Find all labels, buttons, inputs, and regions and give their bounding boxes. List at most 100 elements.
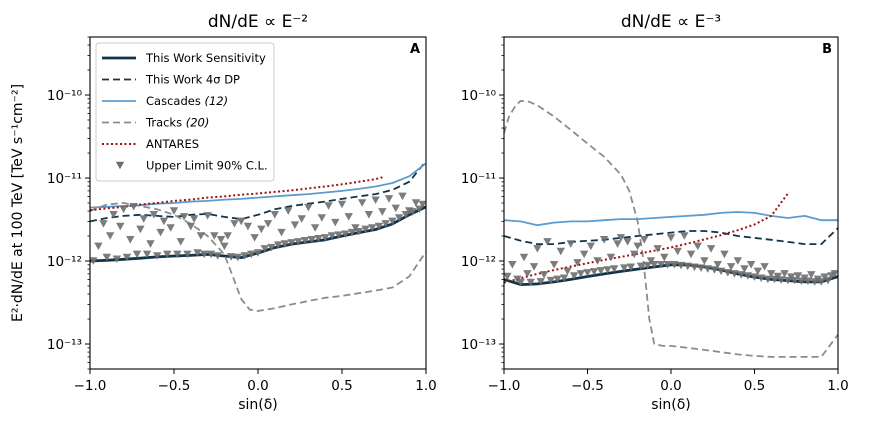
upper-limit-marker [760, 263, 769, 271]
upper-limit-marker [589, 268, 599, 276]
upper-limit-marker [411, 199, 421, 207]
upper-limit-marker [270, 211, 279, 219]
upper-limit-marker [736, 271, 746, 279]
upper-limit-marker [186, 222, 195, 231]
upper-limit-marker [636, 262, 646, 271]
upper-limit-marker [523, 270, 532, 278]
upper-limit-marker [347, 228, 357, 237]
upper-limit-marker [586, 242, 596, 251]
upper-limit-marker [415, 205, 424, 214]
plot-frame [503, 36, 839, 370]
upper-limit-marker [790, 276, 799, 285]
legend-label: Cascades (12) [146, 94, 228, 108]
upper-limit-marker [237, 217, 246, 226]
upper-limit-marker [331, 218, 340, 227]
y-tick-label: 10⁻¹¹ [461, 171, 496, 187]
upper-limit-marker [418, 200, 426, 209]
upper-limit-marker [553, 275, 562, 284]
x-tick-label: −1.0 [488, 378, 521, 394]
upper-limit-marker [559, 274, 569, 283]
upper-limit-marker [713, 261, 722, 269]
series-line-antares [504, 192, 789, 284]
upper-limit-marker [391, 204, 400, 213]
upper-limit-marker [267, 243, 276, 252]
upper-limit-marker [230, 220, 239, 228]
upper-limit-marker [290, 221, 300, 229]
upper-limit-marker [408, 208, 417, 216]
upper-limit-marker [549, 261, 559, 269]
panel-a: dN/dE ∝ E⁻² A −1.0 −0.5 0.0 0.5 1.0 sin(δ) 10⁻¹³… [47, 12, 437, 413]
upper-limit-marker [156, 228, 165, 237]
upper-limit-marker [566, 240, 575, 248]
legend-label-text: This Work Sensitivity [145, 51, 266, 65]
upper-limit-marker [374, 222, 384, 231]
upper-limit-marker [683, 262, 692, 271]
upper-limit-marker [710, 266, 719, 274]
upper-limit-marker [673, 247, 682, 256]
upper-limit-marker [314, 235, 323, 243]
upper-limit-marker [670, 261, 679, 269]
upper-limit-marker [686, 250, 696, 259]
upper-limit-marker [122, 253, 132, 262]
upper-limit-marker [663, 261, 672, 269]
upper-limit-marker [102, 253, 111, 262]
upper-limit-marker [650, 261, 659, 269]
upper-limit-marker [307, 236, 316, 244]
x-tick-label: 0.5 [331, 378, 352, 394]
upper-limit-marker [763, 275, 773, 284]
upper-limit-marker [166, 224, 175, 232]
upper-limit-marker [357, 199, 367, 207]
x-axis-label: sin(δ) [651, 397, 691, 413]
upper-limit-marker [334, 231, 343, 239]
upper-limit-marker [696, 264, 706, 272]
upper-limit-marker [159, 217, 169, 226]
upper-limit-marker [723, 269, 732, 277]
upper-limit-marker [226, 253, 236, 261]
x-tick-label: 0.0 [660, 378, 681, 394]
upper-limit-marker [693, 242, 702, 251]
upper-limit-marker [613, 240, 622, 248]
upper-limit-marker [203, 212, 212, 220]
upper-limit-marker [250, 234, 259, 242]
upper-limit-marker [516, 278, 525, 287]
upper-limit-marker [193, 249, 202, 257]
upper-limit-marker [716, 267, 726, 276]
upper-limit-marker [351, 224, 360, 232]
legend-label: This Work 4σ DP [145, 73, 240, 87]
upper-limit-marker [756, 274, 766, 283]
upper-limit-marker [539, 271, 549, 279]
legend-item-cascades: Cascades (12) [102, 94, 228, 108]
upper-limit-marker [220, 242, 229, 251]
upper-limit-marker [576, 270, 586, 278]
legend-label: Tracks (20) [145, 116, 209, 130]
upper-limit-marker [136, 225, 145, 234]
upper-limit-marker [341, 230, 350, 239]
upper-limit-marker [213, 252, 222, 260]
upper-limit-marker [573, 259, 582, 267]
upper-limit-marker [730, 270, 739, 278]
upper-limit-marker [223, 232, 232, 240]
upper-limit-marker [105, 232, 115, 240]
legend-marker [115, 161, 125, 170]
upper-limit-marker [783, 276, 793, 285]
upper-limit-marker [257, 225, 266, 234]
upper-limit-marker [381, 220, 390, 228]
upper-limit-marker [132, 250, 142, 259]
upper-limit-marker [830, 270, 838, 278]
upper-limit-marker [163, 250, 172, 259]
upper-limit-marker [109, 211, 118, 219]
upper-limit-marker [563, 267, 572, 276]
y-tick-label: 10⁻¹¹ [47, 171, 82, 187]
upper-limit-marker [504, 272, 512, 281]
upper-limit-marker [321, 234, 330, 242]
upper-limit-marker [690, 263, 699, 272]
upper-limit-marker [536, 278, 545, 286]
legend: This Work Sensitivity This Work 4σ DP Casc… [95, 42, 275, 182]
upper-limit-marker [646, 257, 656, 265]
upper-limit-marker [606, 253, 616, 262]
legend-label-text: Tracks [145, 116, 186, 130]
upper-limit-marker [733, 257, 742, 265]
legend-item-sensitivity: This Work Sensitivity [102, 51, 266, 65]
upper-limit-marker [593, 257, 602, 265]
